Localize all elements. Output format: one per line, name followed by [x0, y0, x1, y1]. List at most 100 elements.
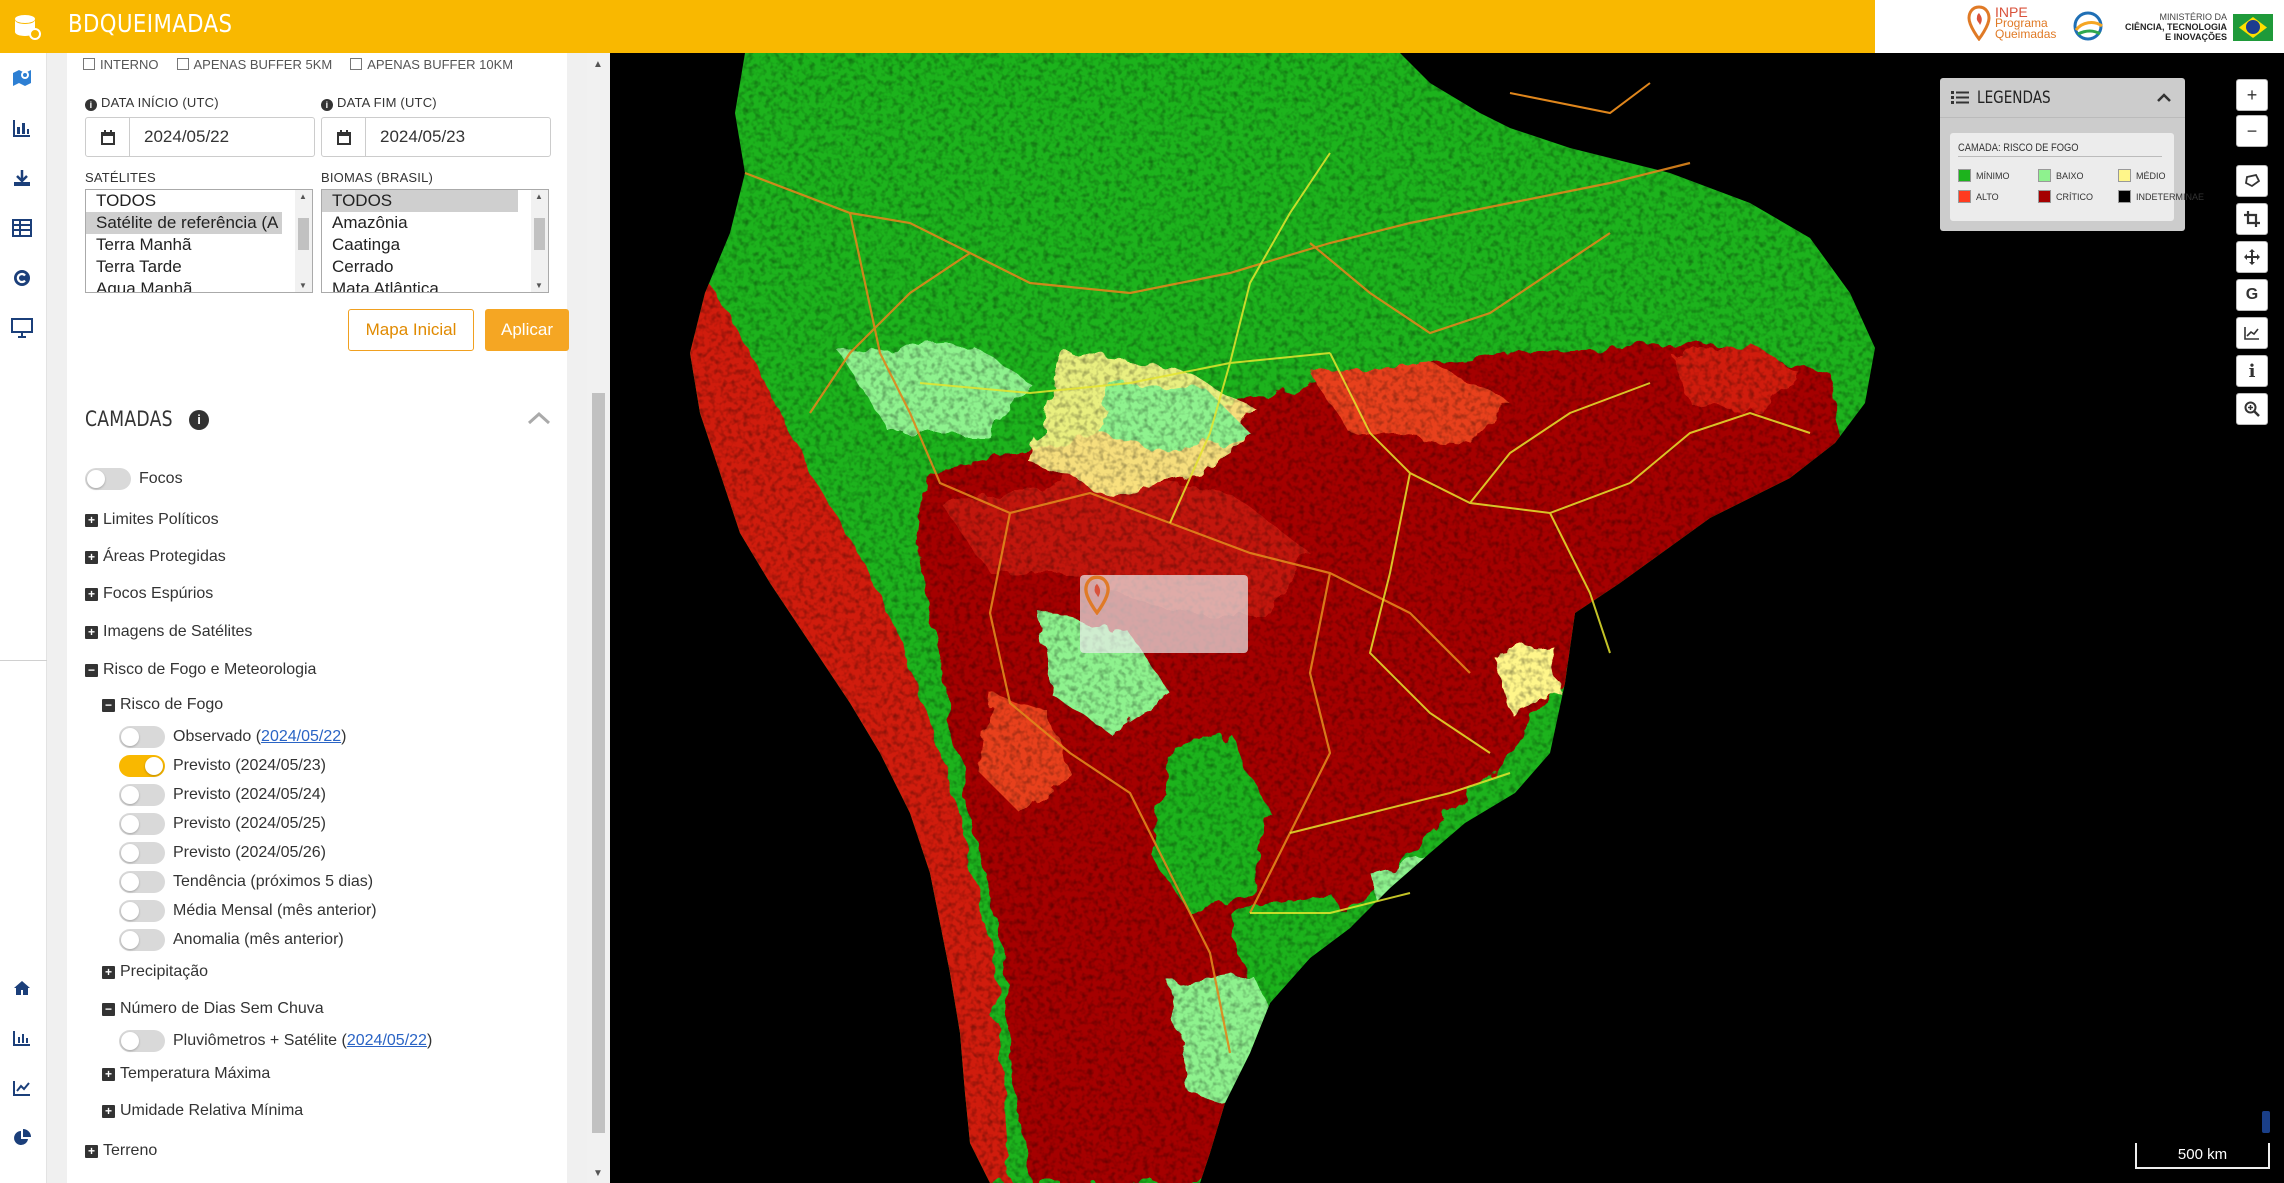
copyright-icon[interactable]: [7, 263, 37, 293]
previsto-3-toggle[interactable]: [119, 813, 165, 835]
crop-icon[interactable]: [2236, 203, 2268, 235]
satellite-option[interactable]: Aqua Manhã: [96, 279, 193, 293]
group-dias-sem-chuva[interactable]: − Número de Dias Sem Chuva: [102, 1000, 324, 1018]
plus-icon[interactable]: +: [85, 625, 98, 639]
graph-icon[interactable]: [2236, 317, 2268, 349]
home-icon[interactable]: [7, 973, 37, 1003]
layer-previsto-1[interactable]: Previsto (2024/05/23): [119, 755, 326, 777]
calendar-icon[interactable]: [86, 118, 130, 156]
scrollbar-thumb[interactable]: [592, 393, 605, 1133]
monitor-icon[interactable]: [7, 313, 37, 343]
scroll-up-icon[interactable]: ▲: [593, 59, 603, 70]
anomalia-toggle[interactable]: [119, 929, 165, 951]
info-icon[interactable]: i: [2236, 355, 2268, 387]
info-icon[interactable]: i: [189, 410, 209, 430]
group-espurios[interactable]: + Focos Espúrios: [85, 585, 213, 603]
minus-icon[interactable]: −: [85, 663, 98, 677]
plus-icon[interactable]: +: [102, 1067, 115, 1081]
chevron-up-icon[interactable]: [527, 410, 551, 426]
satellite-option[interactable]: TODOS: [96, 191, 157, 210]
buffer5-checkbox[interactable]: APENAS BUFFER 5KM: [177, 57, 333, 72]
database-logo-icon[interactable]: [0, 0, 53, 53]
observado-toggle[interactable]: [119, 726, 165, 748]
date-start-field[interactable]: [85, 117, 315, 157]
zoom-box-icon[interactable]: [2236, 393, 2268, 425]
download-icon[interactable]: [7, 163, 37, 193]
zoom-in-button[interactable]: +: [2236, 79, 2268, 111]
scroll-down-icon[interactable]: ▼: [593, 1168, 603, 1179]
group-imagens[interactable]: + Imagens de Satélites: [85, 623, 252, 641]
satellite-option[interactable]: Terra Manhã: [96, 235, 192, 254]
layer-pluviometros[interactable]: Pluviômetros + Satélite (2024/05/22): [119, 1030, 432, 1052]
date-end-field[interactable]: [321, 117, 551, 157]
previsto-1-toggle[interactable]: [119, 755, 165, 777]
pluviometros-date-link[interactable]: 2024/05/22: [346, 1032, 427, 1049]
layer-focos[interactable]: Focos: [85, 468, 183, 490]
group-limites[interactable]: + Limites Políticos: [85, 511, 219, 529]
table-icon[interactable]: [7, 213, 37, 243]
plus-icon[interactable]: +: [102, 965, 115, 979]
group-risco-meteo[interactable]: − Risco de Fogo e Meteorologia: [85, 661, 316, 679]
layer-previsto-2[interactable]: Previsto (2024/05/24): [119, 784, 326, 806]
group-temp-max[interactable]: + Temperatura Máxima: [102, 1065, 270, 1083]
google-icon[interactable]: G: [2236, 279, 2268, 311]
biome-option[interactable]: Mata Atlântica: [332, 279, 439, 293]
plus-icon[interactable]: +: [102, 1104, 115, 1118]
plus-icon[interactable]: +: [85, 513, 98, 527]
zoom-out-button[interactable]: −: [2236, 115, 2268, 147]
fire-risk-map[interactable]: [610, 53, 2284, 1183]
date-start-input[interactable]: [130, 118, 310, 156]
pan-icon[interactable]: [2236, 241, 2268, 273]
pie-chart-icon[interactable]: [7, 1123, 37, 1153]
media-toggle[interactable]: [119, 900, 165, 922]
satellites-scrollbar[interactable]: ▲ ▼: [295, 190, 312, 292]
biome-option[interactable]: Caatinga: [332, 235, 401, 254]
layer-media[interactable]: Média Mensal (mês anterior): [119, 900, 377, 922]
group-risco-fogo[interactable]: − Risco de Fogo: [102, 696, 223, 714]
mapa-inicial-button[interactable]: Mapa Inicial: [348, 309, 474, 351]
plus-icon[interactable]: +: [85, 550, 98, 564]
layer-anomalia[interactable]: Anomalia (mês anterior): [119, 929, 344, 951]
layer-previsto-4[interactable]: Previsto (2024/05/26): [119, 842, 326, 864]
biomes-select[interactable]: TODOS Amazônia Caatinga Cerrado Mata Atl…: [321, 189, 549, 293]
satellite-option-selected[interactable]: Satélite de referência (A: [86, 212, 282, 234]
satellites-select[interactable]: TODOS Satélite de referência (A Terra Ma…: [85, 189, 313, 293]
layer-previsto-3[interactable]: Previsto (2024/05/25): [119, 813, 326, 835]
chart-icon[interactable]: [7, 1023, 37, 1053]
pluviometros-toggle[interactable]: [119, 1030, 165, 1052]
apply-button[interactable]: Aplicar: [485, 309, 569, 351]
biome-option[interactable]: Amazônia: [332, 213, 408, 232]
satellite-option[interactable]: Terra Tarde: [96, 257, 182, 276]
chevron-up-icon[interactable]: [2156, 92, 2172, 103]
group-areas[interactable]: + Áreas Protegidas: [85, 548, 226, 566]
plus-icon[interactable]: +: [85, 1144, 98, 1158]
interno-checkbox[interactable]: INTERNO: [83, 57, 159, 72]
line-chart-icon[interactable]: [7, 1073, 37, 1103]
inpe-logo[interactable]: INPE Programa Queimadas: [1967, 5, 2056, 41]
calendar-icon[interactable]: [322, 118, 366, 156]
previsto-4-toggle[interactable]: [119, 842, 165, 864]
bar-chart-icon[interactable]: [7, 113, 37, 143]
plus-icon[interactable]: +: [85, 587, 98, 601]
sidebar-scrollbar[interactable]: ▲ ▼: [587, 53, 610, 1183]
group-umidade[interactable]: + Umidade Relativa Mínima: [102, 1102, 303, 1120]
biome-option-selected[interactable]: TODOS: [322, 190, 518, 212]
biome-option[interactable]: Cerrado: [332, 257, 394, 276]
minus-icon[interactable]: −: [102, 1002, 115, 1016]
observado-date-link[interactable]: 2024/05/22: [261, 728, 342, 745]
lasso-icon[interactable]: [2236, 165, 2268, 197]
map-pin-icon[interactable]: [7, 63, 37, 93]
date-end-input[interactable]: [366, 118, 546, 156]
minus-icon[interactable]: −: [102, 698, 115, 712]
biomes-scrollbar[interactable]: ▲ ▼: [531, 190, 548, 292]
tendencia-toggle[interactable]: [119, 871, 165, 893]
buffer10-checkbox[interactable]: APENAS BUFFER 10KM: [350, 57, 513, 72]
group-terreno[interactable]: + Terreno: [85, 1142, 157, 1160]
group-precipitacao[interactable]: + Precipitação: [102, 963, 208, 981]
legend-header[interactable]: LEGENDAS: [1940, 78, 2185, 118]
previsto-2-toggle[interactable]: [119, 784, 165, 806]
focos-toggle[interactable]: [85, 468, 131, 490]
layer-observado[interactable]: Observado (2024/05/22): [119, 726, 346, 748]
map-canvas[interactable]: [610, 53, 2284, 1183]
layer-tendencia[interactable]: Tendência (próximos 5 dias): [119, 871, 373, 893]
